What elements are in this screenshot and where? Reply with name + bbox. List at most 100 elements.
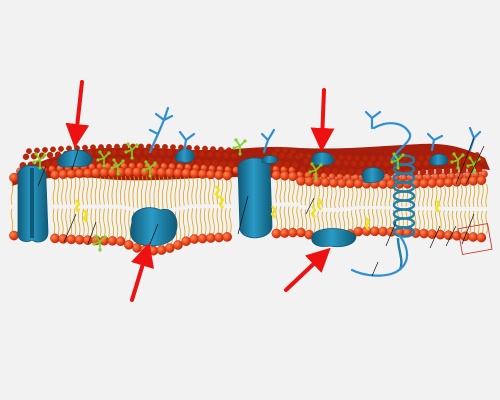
phospholipid-head-icon bbox=[323, 167, 331, 175]
phospholipid-head-icon bbox=[138, 143, 144, 150]
phospholipid-head-icon bbox=[419, 178, 429, 189]
phospholipid-head-icon bbox=[194, 145, 200, 152]
transmembrane-protein-icon bbox=[237, 157, 273, 239]
cholesterol-icon bbox=[214, 185, 221, 199]
label-box bbox=[457, 223, 493, 255]
phospholipid-head-icon bbox=[98, 144, 104, 150]
phospholipid-head-icon bbox=[287, 171, 298, 182]
cholesterol-molecules bbox=[74, 185, 441, 231]
phospholipid-head-icon bbox=[173, 240, 183, 250]
phospholipid-head-icon bbox=[331, 167, 339, 175]
phospholipid-head-icon bbox=[34, 147, 40, 154]
phospholipid-head-icon bbox=[124, 240, 134, 250]
phospholipid-head-icon bbox=[346, 154, 352, 161]
phospholipid-head-icon bbox=[378, 155, 384, 162]
glycoprotein-tail-icon bbox=[350, 234, 409, 277]
phospholipid-head-icon bbox=[299, 165, 307, 173]
phospholipid-head-icon bbox=[214, 170, 224, 180]
phospholipid-head-icon bbox=[227, 160, 235, 168]
phospholipid-head-icon bbox=[22, 153, 30, 161]
glycolipid-icon bbox=[93, 235, 106, 250]
phospholipid-head-icon bbox=[222, 170, 232, 181]
phospholipid-head-icon bbox=[99, 167, 109, 178]
phospholipid-head-icon bbox=[9, 230, 19, 241]
phospholipid-head-icon bbox=[164, 243, 175, 253]
phospholipid-head-icon bbox=[148, 245, 159, 256]
phospholipid-head-icon bbox=[353, 178, 364, 189]
phospholipid-head-icon bbox=[278, 152, 286, 159]
phospholipid-head-icon bbox=[226, 147, 232, 154]
phospholipid-head-icon bbox=[296, 227, 306, 238]
phospholipid-head-icon bbox=[382, 160, 390, 168]
cholesterol-icon bbox=[364, 217, 371, 231]
phospholipid-head-icon bbox=[106, 143, 112, 150]
phospholipid-head-icon bbox=[476, 175, 487, 186]
phospholipid-head-icon bbox=[460, 176, 470, 187]
phospholipid-head-icon bbox=[306, 152, 312, 159]
phospholipid-head-icon bbox=[51, 159, 59, 167]
phospholipid-head-icon bbox=[222, 152, 230, 159]
phospholipid-head-icon bbox=[355, 168, 363, 176]
phospholipid-head-icon bbox=[164, 167, 175, 178]
phospholipid-head-icon bbox=[66, 169, 77, 179]
phospholipid-head-icon bbox=[339, 168, 347, 176]
phospholipid-head-icon bbox=[142, 148, 150, 156]
label-lines bbox=[37, 137, 485, 277]
phospholipid-head-icon bbox=[414, 160, 422, 167]
phospholipid-head-icon bbox=[320, 177, 331, 188]
phospholipid-head-icon bbox=[54, 151, 62, 158]
phospholipid-head-icon bbox=[475, 165, 483, 173]
phospholipid-head-icon bbox=[304, 176, 315, 187]
phospholipid-head-icon bbox=[132, 243, 142, 253]
phospholipid-head-icon bbox=[181, 236, 191, 246]
phospholipid-head-icon bbox=[50, 170, 60, 180]
phospholipid-head-icon bbox=[203, 159, 211, 167]
phospholipid-head-icon bbox=[418, 155, 424, 161]
phospholipid-head-icon bbox=[286, 152, 294, 160]
phospholipid-head-icon bbox=[350, 160, 358, 167]
peripheral-protein-icon bbox=[311, 151, 335, 166]
phospholipid-head-icon bbox=[156, 245, 167, 255]
phospholipid-head-icon bbox=[50, 146, 56, 153]
phospholipid-head-icon bbox=[298, 152, 304, 159]
phospholipid-head-icon bbox=[419, 168, 427, 176]
phospholipid-head-icon bbox=[328, 177, 339, 188]
phospholipid-head-icon bbox=[82, 144, 88, 151]
phospholipid-head-icon bbox=[302, 157, 310, 165]
phospholipid-head-icon bbox=[58, 146, 64, 152]
phospholipid-head-icon bbox=[198, 150, 206, 158]
phospholipid-head-icon bbox=[90, 144, 96, 151]
phospholipid-head-icon bbox=[476, 232, 487, 243]
phospholipid-head-icon bbox=[206, 151, 214, 158]
phospholipid-head-icon bbox=[74, 234, 85, 245]
arrow-4 bbox=[284, 247, 331, 292]
phospholipid-head-icon bbox=[202, 145, 208, 152]
phospholipid-head-icon bbox=[114, 143, 120, 150]
phospholipid-head-icon bbox=[435, 177, 446, 188]
phospholipid-head-icon bbox=[290, 147, 296, 154]
phospholipid-head-icon bbox=[347, 168, 355, 176]
integral-protein-icon bbox=[130, 207, 178, 247]
phospholipid-head-icon bbox=[374, 160, 382, 168]
phospholipid-head-icon bbox=[211, 159, 219, 167]
phospholipid-head-icon bbox=[210, 146, 216, 152]
phospholipid-head-icon bbox=[123, 157, 131, 165]
phospholipid-head-icon bbox=[443, 167, 451, 175]
phospholipid-head-icon bbox=[26, 148, 32, 154]
phospholipid-head-icon bbox=[42, 147, 48, 153]
phospholipid-head-icon bbox=[205, 169, 216, 180]
phospholipid-head-icon bbox=[427, 178, 438, 188]
peripheral-protein-icon bbox=[429, 153, 449, 166]
phospholipid-head-icon bbox=[337, 178, 347, 188]
phospholipid-head-icon bbox=[83, 235, 93, 245]
phospholipid-head-icon bbox=[189, 234, 200, 244]
glycoprotein-chain-icon bbox=[364, 110, 382, 130]
phospholipid-head-icon bbox=[197, 169, 208, 179]
arrow-2 bbox=[310, 88, 335, 152]
phospholipid-head-icon bbox=[83, 168, 93, 178]
glycoprotein-chains bbox=[148, 106, 482, 277]
phospholipid-head-icon bbox=[214, 232, 224, 243]
phospholipid-head-icon bbox=[173, 168, 183, 178]
phospholipid-head-icon bbox=[334, 159, 342, 167]
